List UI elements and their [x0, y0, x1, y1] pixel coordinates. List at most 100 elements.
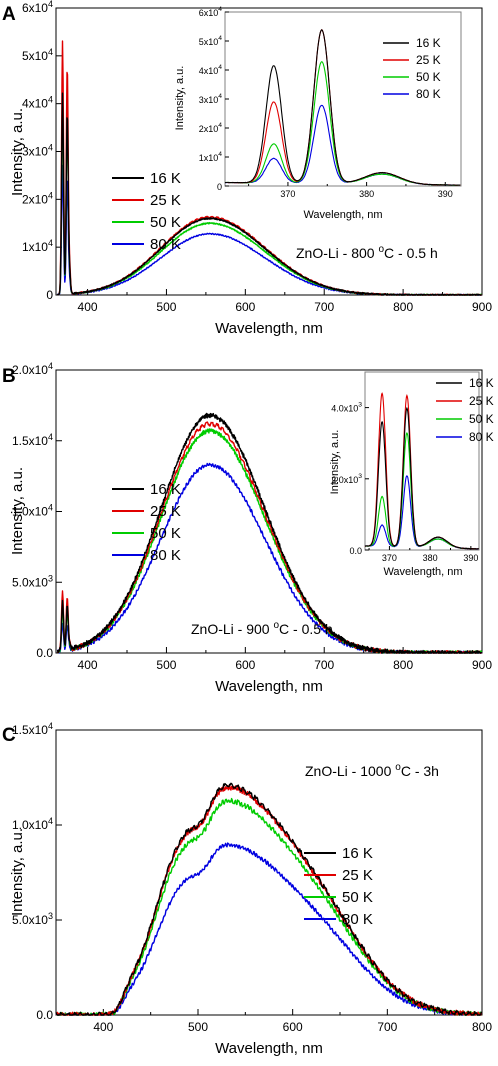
panel-a-legend-label: 50 K: [150, 214, 181, 231]
panel-c-y-tick-label: 1.5x104: [12, 721, 53, 737]
panel-b-inset-legend-label: 16 K: [469, 376, 494, 390]
panel-a-x-tick-label: 600: [235, 300, 255, 314]
panel-b-x-tick-label: 800: [393, 658, 413, 672]
panel-c-annotation: ZnO-Li - 1000 oC - 3h: [305, 762, 439, 779]
panel-b-series-16k: [56, 412, 483, 654]
panel-a-legend-label: 80 K: [150, 236, 181, 253]
panel-a-y-tick-label: 5x104: [22, 47, 53, 63]
panel-a-inset-y-tick-label: 0: [217, 182, 222, 192]
panel-b-y-axis-label: Intensity, a.u.: [9, 467, 26, 555]
panel-c-y-axis-label: Intensity, a.u.: [9, 828, 26, 916]
panel-a-y-tick-label: 1x104: [22, 238, 53, 254]
panel-b-legend-label: 80 K: [150, 547, 181, 564]
panel-c-plot-frame: [55, 729, 483, 1016]
panel-b-inset-x-tick-label: 370: [382, 553, 397, 563]
panel-a-inset-y-tick-label: 6x104: [199, 6, 223, 18]
panel-c-letter: C: [2, 725, 16, 746]
panel-a-inset-y-tick-label: 4x104: [199, 64, 223, 76]
panel-a-inset-y-tick-label: 1x104: [199, 151, 223, 163]
panel-a-x-tick-label: 700: [314, 300, 334, 314]
panel-b-inset-x-axis-label: Wavelength, nm: [383, 566, 462, 578]
panel-a-inset: 370 380 390 0 1x104 2x104 3x104 4x104 5x104 6x104…: [174, 6, 462, 221]
panel-a-inset-series-16k: [224, 28, 461, 186]
panel-b-letter: B: [2, 366, 16, 387]
panel-a-inset-y-axis-label: Intensity, a.u.: [174, 66, 186, 131]
panel-a-inset-legend-label: 50 K: [416, 70, 441, 84]
panel-a-inset-x-tick-label: 380: [359, 189, 374, 199]
panel-a-annotation: ZnO-Li - 800 oC - 0.5 h: [296, 244, 438, 261]
panel-b-inset-y-axis-label: Intensity, a.u.: [329, 430, 341, 495]
panel-b-inset-legend-label: 80 K: [469, 430, 494, 444]
panel-b-legend-label: 16 K: [150, 481, 181, 498]
panel-b-annotation: ZnO-Li - 900 oC - 0.5 h: [191, 620, 333, 637]
panel-b-x-tick-label: 900: [472, 658, 492, 672]
panel-a-x-tick-label: 400: [78, 300, 98, 314]
panel-a-inset-plot-frame: [224, 11, 462, 187]
panel-b-legend-label: 25 K: [150, 503, 181, 520]
panel-b-x-tick-label: 700: [314, 658, 334, 672]
panel-c-x-tick-label: 400: [93, 1020, 113, 1034]
panel-c-legend-label: 50 K: [342, 889, 373, 906]
panel-a-y-tick-label: 2x104: [22, 190, 53, 206]
panel-a-series-16k: [56, 92, 482, 296]
panel-a-x-tick-label: 800: [393, 300, 413, 314]
panel-b-inset-y-tick-label: 0.0: [349, 546, 362, 556]
panel-c-legend-label: 25 K: [342, 867, 373, 884]
panel-c-series-80k: [55, 842, 482, 1016]
panel-a-y-tick-label: 3x104: [22, 143, 53, 159]
panel-b-inset: 370 380 390 0.0 2.0x103 4.0x103 Wavelength, nm…: [329, 371, 494, 578]
panel-c-legend-label: 80 K: [342, 911, 373, 928]
panel-b-x-tick-label: 600: [235, 658, 255, 672]
panel-a-y-tick-label: 6x104: [22, 0, 53, 15]
panel-b-inset-series-16k: [364, 406, 479, 550]
panel-c-x-tick-label: 600: [283, 1020, 303, 1034]
panel-a-inset-x-tick-label: 370: [280, 189, 295, 199]
panel-b-y-tick-label: 1.5x104: [12, 432, 53, 448]
panel-b: B 400 500 600 700 800 900 0.0 5.0x103 1.0x104 1.5x…: [2, 361, 494, 695]
panel-a-y-tick-label: 0: [46, 288, 53, 302]
panel-c-x-tick-label: 800: [472, 1020, 492, 1034]
panel-c-x-tick-label: 700: [377, 1020, 397, 1034]
panel-b-x-tick-label: 500: [156, 658, 176, 672]
panel-a-inset-legend-label: 80 K: [416, 87, 441, 101]
panel-b-inset-x-tick-label: 390: [463, 553, 478, 563]
panel-c-x-axis-label: Wavelength, nm: [215, 1040, 323, 1057]
panel-b-y-tick-label: 1.0x104: [12, 503, 53, 519]
panel-a-y-axis-label: Intensity, a.u.: [9, 108, 26, 196]
panel-a-x-tick-label: 900: [472, 300, 492, 314]
panel-b-y-tick-label: 2.0x104: [12, 361, 53, 377]
panel-a-inset-legend-label: 25 K: [416, 53, 441, 67]
panel-a-inset-legend-label: 16 K: [416, 36, 441, 50]
panel-c-y-tick-label: 1.0x104: [12, 816, 53, 832]
panel-b-legend-label: 50 K: [150, 525, 181, 542]
panel-c-series-16k: [55, 782, 483, 1016]
panel-b-x-tick-label: 400: [78, 658, 98, 672]
panel-b-inset-y-tick-label: 2.0x103: [331, 473, 362, 485]
panel-a-x-tick-label: 500: [156, 300, 176, 314]
panel-a-legend-label: 25 K: [150, 192, 181, 209]
panel-a: A 400 500 600 700 800 900 0 1x104 2x104 3x104 4x104…: [2, 0, 492, 337]
panel-c-y-tick-label: 5.0x103: [12, 911, 53, 927]
panel-a-legend-label: 16 K: [150, 170, 181, 187]
panel-a-inset-y-tick-label: 5x104: [199, 35, 223, 47]
panel-c-x-tick-label: 500: [188, 1020, 208, 1034]
panel-c: C 400 500 600 700 800 0.0 5.0x103 1.0x104 1.5x104…: [2, 721, 492, 1057]
panel-b-inset-legend-label: 50 K: [469, 412, 494, 426]
panel-b-x-axis-label: Wavelength, nm: [215, 678, 323, 695]
panel-a-inset-y-tick-label: 3x104: [199, 93, 223, 105]
panel-b-y-tick-label: 5.0x103: [12, 573, 53, 589]
panel-c-legend-label: 16 K: [342, 845, 373, 862]
panel-a-x-axis-label: Wavelength, nm: [215, 320, 323, 337]
panel-a-inset-x-tick-label: 390: [438, 189, 453, 199]
panel-b-inset-legend-label: 25 K: [469, 394, 494, 408]
panel-b-inset-y-tick-label: 4.0x103: [331, 402, 362, 414]
panel-b-inset-x-tick-label: 380: [423, 553, 438, 563]
panel-b-inset-plot-frame: [364, 371, 480, 551]
panel-a-letter: A: [2, 4, 16, 25]
panel-a-y-tick-label: 4x104: [22, 95, 53, 111]
panel-a-inset-x-axis-label: Wavelength, nm: [303, 209, 382, 221]
panel-c-y-tick-label: 0.0: [36, 1008, 53, 1022]
panel-c-series-25k: [55, 784, 483, 1016]
panel-a-inset-y-tick-label: 2x104: [199, 122, 223, 134]
